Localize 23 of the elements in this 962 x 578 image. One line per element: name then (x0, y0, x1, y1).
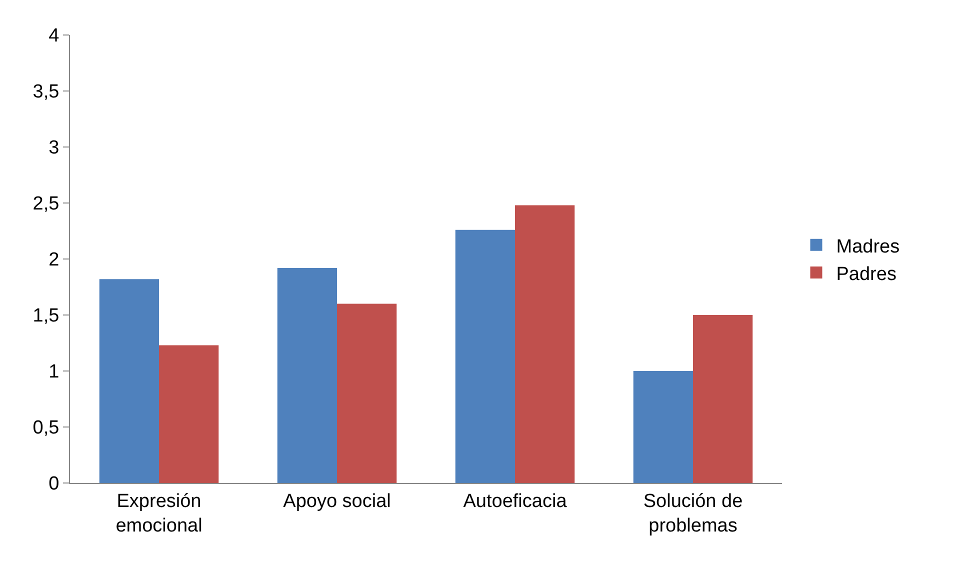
legend-label: Padres (836, 264, 896, 285)
bar (455, 230, 515, 483)
bar (277, 268, 337, 483)
y-tick-label: 1,5 (32, 306, 60, 327)
x-tick-label: Expresión emocional (116, 490, 202, 536)
y-tick-label: 0,5 (32, 418, 60, 439)
bar (693, 315, 753, 483)
bar (515, 205, 575, 483)
y-tick-label: 3,5 (32, 82, 60, 103)
bar (99, 279, 159, 483)
y-tick-label: 1 (48, 362, 60, 383)
legend-label: Madres (836, 236, 900, 258)
y-tick-label: 3 (48, 138, 60, 159)
y-tick-label: 2,5 (32, 194, 60, 215)
x-tick-label: Solución de problemas (643, 490, 743, 536)
y-tick-label: 0 (48, 474, 60, 495)
bar (633, 371, 693, 483)
bar (337, 304, 397, 483)
bar (159, 345, 219, 483)
y-tick-label: 4 (48, 26, 60, 47)
x-tick-label: Autoeficacia (463, 490, 568, 512)
y-tick-label: 2 (48, 250, 60, 271)
x-tick-label: Apoyo social (283, 490, 391, 512)
